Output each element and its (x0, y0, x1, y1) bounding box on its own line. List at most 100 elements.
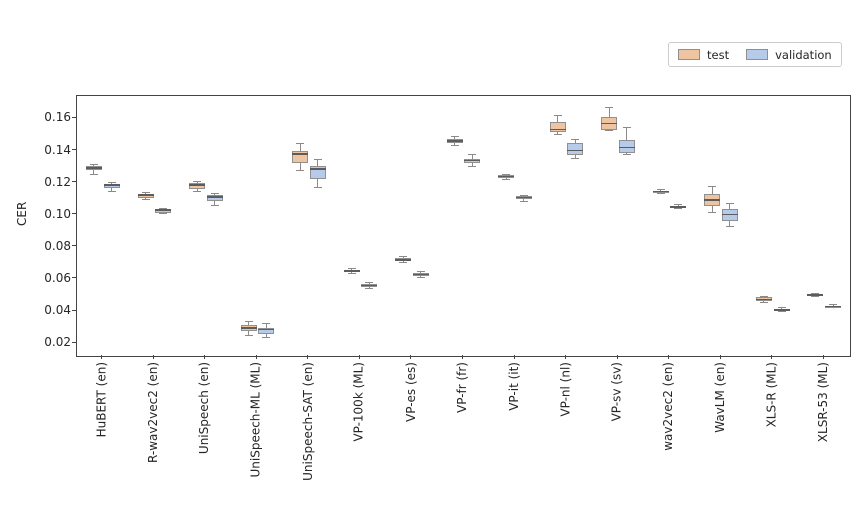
x-tick-mark (668, 355, 670, 359)
median-line (240, 327, 257, 329)
whisker-cap-lower (450, 145, 459, 147)
median-line (567, 149, 584, 152)
legend: test validation (668, 42, 842, 67)
y-tick-label: 0.06 (44, 270, 71, 285)
median-line (85, 167, 102, 169)
median-line (773, 309, 790, 311)
whisker-stem-upper (93, 164, 95, 167)
whisker-cap-upper (708, 185, 717, 187)
whisker-cap-upper (571, 138, 580, 140)
whisker-stem-upper (454, 136, 456, 139)
legend-swatch-validation (746, 49, 769, 60)
x-tick-mark (565, 355, 567, 359)
whisker-cap-lower (296, 169, 305, 171)
whisker-cap-lower (416, 276, 425, 278)
y-tick-label: 0.04 (44, 303, 71, 318)
x-tick-mark (410, 355, 412, 359)
whisker-cap-upper (416, 271, 425, 273)
x-tick-mark (255, 355, 257, 359)
whisker-cap-upper (829, 303, 838, 305)
whisker-cap-lower (89, 174, 98, 176)
box-test (549, 122, 566, 132)
x-category-label: UniSpeech (en) (197, 362, 212, 455)
whisker-stem-upper (248, 321, 250, 326)
x-tick-mark (307, 355, 309, 359)
whisker-cap-lower (365, 288, 374, 290)
y-tick-mark (72, 245, 76, 247)
x-tick-mark (358, 355, 360, 359)
x-tick-mark (462, 355, 463, 359)
median-line (618, 146, 635, 149)
whisker-stem-lower (248, 330, 250, 336)
median-line (103, 184, 120, 186)
whisker-stem-upper (505, 174, 507, 176)
whisker-stem-upper (729, 203, 731, 210)
median-line (807, 294, 824, 296)
whisker-stem-lower (145, 197, 146, 200)
y-tick-mark (72, 116, 76, 118)
median-line (137, 194, 154, 196)
whisker-cap-upper (622, 127, 631, 129)
whisker-cap-upper (468, 153, 477, 155)
whisker-stem-upper (557, 115, 559, 123)
whisker-stem-upper (471, 154, 473, 159)
whisker-stem-lower (196, 188, 198, 192)
y-tick-label: 0.16 (44, 110, 71, 125)
whisker-stem-lower (299, 163, 301, 171)
x-category-label: XLSR-53 (ML) (815, 362, 830, 443)
whisker-cap-upper (347, 267, 356, 269)
y-tick-label: 0.12 (44, 174, 71, 189)
whisker-stem-upper (111, 182, 113, 184)
median-line (361, 284, 378, 287)
whisker-cap-upper (210, 193, 219, 195)
whisker-cap-upper (519, 194, 528, 196)
whisker-cap-lower (777, 311, 786, 313)
whisker-cap-upper (811, 292, 820, 294)
whisker-cap-lower (811, 296, 820, 298)
whisker-cap-upper (89, 164, 98, 166)
whisker-cap-lower (708, 212, 717, 214)
whisker-stem-upper (711, 186, 713, 194)
y-tick-label: 0.02 (44, 335, 71, 350)
whisker-stem-upper (626, 127, 628, 140)
whisker-cap-lower (262, 337, 271, 339)
whisker-stem-upper (265, 323, 267, 328)
whisker-stem-lower (505, 178, 507, 180)
whisker-stem-lower (471, 162, 473, 167)
legend-swatch-test (678, 49, 700, 60)
whisker-stem-lower (162, 212, 164, 214)
y-tick-mark (72, 341, 76, 343)
y-tick-mark (72, 213, 76, 215)
whisker-stem-lower (420, 276, 422, 278)
median-line (755, 298, 772, 301)
whisker-stem-upper (368, 282, 370, 284)
x-tick-mark (822, 355, 824, 359)
x-tick-mark (771, 355, 773, 359)
x-category-label: VP-it (it) (506, 362, 521, 411)
median-line (189, 184, 206, 186)
whisker-stem-lower (574, 154, 576, 159)
median-line (670, 206, 687, 208)
legend-label-validation: validation (775, 47, 832, 62)
median-line (549, 128, 566, 131)
whisker-cap-upper (553, 115, 562, 117)
box-validation (258, 327, 275, 334)
whisker-cap-lower (210, 204, 219, 206)
whisker-stem-upper (781, 307, 782, 309)
box-validation (721, 209, 738, 222)
whisker-stem-upper (299, 143, 301, 151)
box-validation (567, 143, 584, 155)
whisker-cap-lower (829, 307, 838, 309)
box-test (137, 193, 154, 198)
x-tick-mark (101, 355, 103, 359)
whisker-stem-upper (660, 189, 662, 191)
whisker-cap-lower (107, 191, 116, 193)
median-line (446, 140, 463, 142)
x-tick-mark (513, 355, 515, 359)
median-line (721, 213, 738, 216)
x-category-label: VP-nl (nl) (558, 362, 573, 417)
median-line (464, 159, 481, 162)
median-line (155, 209, 172, 211)
median-line (825, 305, 842, 308)
